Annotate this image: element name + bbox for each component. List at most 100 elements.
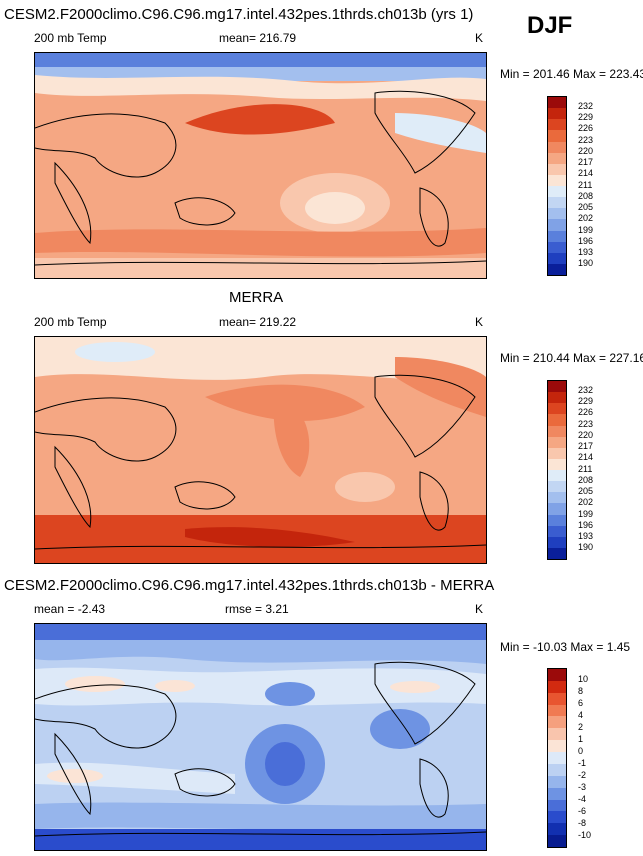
panel2-colorbar-swatch bbox=[548, 492, 566, 504]
panel2-colorbar-swatch bbox=[548, 381, 566, 393]
panel3-colorbar-label: -3 bbox=[578, 782, 587, 792]
panel2-minmax-label: Min = 210.44 Max = 227.16 bbox=[500, 351, 643, 365]
panel1-colorbar-label: 223 bbox=[578, 135, 594, 145]
panel1-colorbar-label: 205 bbox=[578, 202, 594, 212]
panel2-map bbox=[34, 336, 487, 564]
panel1-colorbar-label: 217 bbox=[578, 157, 594, 167]
panel1-colorbar-swatch bbox=[548, 208, 566, 220]
panel3-colorbar-label: -1 bbox=[578, 758, 587, 768]
panel3-colorbar-label: 8 bbox=[578, 686, 584, 696]
panel3-map bbox=[34, 623, 487, 851]
panel2-colorbar-swatch bbox=[548, 436, 566, 448]
panel1-colorbar-swatch bbox=[548, 97, 566, 109]
panel1-colorbar-label: 229 bbox=[578, 112, 594, 122]
panel2-colorbar-label: 199 bbox=[578, 509, 594, 519]
panel1-colorbar-swatch bbox=[548, 241, 566, 253]
panel1-units-label: K bbox=[475, 31, 484, 45]
panel1-colorbar-swatch bbox=[548, 108, 566, 120]
panel3-colorbar-label: -10 bbox=[578, 830, 592, 840]
panel1-colorbar-label: 220 bbox=[578, 146, 594, 156]
panel2-colorbar-swatch bbox=[548, 503, 566, 515]
panel2-colorbar-label: 193 bbox=[578, 531, 594, 541]
panel3-colorbar-swatch bbox=[548, 680, 566, 693]
panel1-colorbar-label: 208 bbox=[578, 191, 594, 201]
season-label: DJF bbox=[527, 12, 573, 39]
panel2-colorbar-swatch bbox=[548, 536, 566, 548]
panel3-colorbar-swatch bbox=[548, 835, 566, 847]
panel3-colorbar-swatch bbox=[548, 669, 566, 681]
panel3-colorbar-label: 4 bbox=[578, 710, 584, 720]
panel2-colorbar-label: 229 bbox=[578, 396, 594, 406]
panel3-colorbar-swatch bbox=[548, 775, 566, 788]
panel1-colorbar-label: 214 bbox=[578, 168, 594, 178]
panel3-colorbar-label: -2 bbox=[578, 770, 587, 780]
panel3-colorbar-swatch bbox=[548, 716, 566, 729]
panel3-colorbar-swatch bbox=[548, 823, 566, 836]
panel1-colorbar-label: 211 bbox=[578, 180, 593, 190]
panel1-variable-label: 200 mb Temp bbox=[34, 31, 107, 45]
panel3-colorbar-swatch bbox=[548, 811, 566, 824]
panel2-colorbar-label: 190 bbox=[578, 542, 594, 552]
panel2-colorbar-swatch bbox=[548, 525, 566, 537]
panel3-colorbar-label: -6 bbox=[578, 806, 587, 816]
panel1-mean-label: mean= 216.79 bbox=[219, 31, 297, 45]
panel2-colorbar-label: 205 bbox=[578, 486, 594, 496]
panel1-colorbar-swatch bbox=[548, 186, 566, 198]
panel2-colorbar-swatch bbox=[548, 392, 566, 404]
panel2-title: MERRA bbox=[229, 289, 284, 306]
panel1-colorbar-swatch bbox=[548, 174, 566, 186]
panel2-colorbar-swatch bbox=[548, 547, 566, 559]
panel1-colorbar-label: 226 bbox=[578, 123, 594, 133]
panel1-title: CESM2.F2000climo.C96.C96.mg17.intel.432p… bbox=[4, 6, 474, 23]
panel3-colorbar-swatch bbox=[548, 704, 566, 717]
panel1-colorbar bbox=[547, 96, 567, 276]
panel2-mean-label: mean= 219.22 bbox=[219, 315, 297, 329]
panel3-colorbar-swatch bbox=[548, 740, 566, 753]
panel3-mean-label: mean = -2.43 bbox=[34, 602, 106, 616]
panel2-colorbar-swatch bbox=[548, 481, 566, 493]
panel3-colorbar-label: -8 bbox=[578, 818, 587, 828]
panel2-map-svg bbox=[35, 337, 486, 563]
panel2-colorbar-label: 211 bbox=[578, 464, 593, 474]
panel1-colorbar-label: 196 bbox=[578, 236, 594, 246]
panel3-minmax-label: Min = -10.03 Max = 1.45 bbox=[500, 640, 631, 654]
panel2-colorbar-swatch bbox=[548, 414, 566, 426]
panel3-colorbar-swatch bbox=[548, 799, 566, 812]
panel1-colorbar-label: 193 bbox=[578, 247, 594, 257]
panel2-colorbar-swatch bbox=[548, 470, 566, 482]
panel3-title: CESM2.F2000climo.C96.C96.mg17.intel.432p… bbox=[4, 577, 495, 594]
panel3-colorbar-label: 0 bbox=[578, 746, 584, 756]
panel2-colorbar-label: 202 bbox=[578, 497, 594, 507]
panel2-colorbar-swatch bbox=[548, 514, 566, 526]
panel1-map bbox=[34, 52, 487, 279]
panel3-colorbar-swatch bbox=[548, 728, 566, 741]
panel2-colorbar-label: 196 bbox=[578, 520, 594, 530]
panel2-colorbar-swatch bbox=[548, 403, 566, 415]
panel2-variable-label: 200 mb Temp bbox=[34, 315, 107, 329]
panel3-colorbar-swatch bbox=[548, 787, 566, 800]
panel3-map-svg bbox=[35, 624, 486, 850]
panel1-colorbar-label: 199 bbox=[578, 225, 594, 235]
panel1-map-svg bbox=[35, 53, 486, 278]
panel3-colorbar-swatch bbox=[548, 692, 566, 705]
panel2-colorbar-label: 226 bbox=[578, 407, 594, 417]
panel1-colorbar-label: 232 bbox=[578, 101, 594, 111]
panel2-colorbar-label: 220 bbox=[578, 430, 594, 440]
panel3-colorbar-label: 2 bbox=[578, 722, 584, 732]
panel2-colorbar-label: 217 bbox=[578, 441, 594, 451]
panel2-colorbar bbox=[547, 380, 567, 560]
panel1-colorbar-swatch bbox=[548, 141, 566, 153]
panel2-colorbar-swatch bbox=[548, 447, 566, 459]
panel1-colorbar-swatch bbox=[548, 230, 566, 242]
panel3-colorbar-label: 10 bbox=[578, 674, 589, 684]
panel2-colorbar-label: 208 bbox=[578, 475, 594, 485]
panel1-minmax-label: Min = 201.46 Max = 223.43 bbox=[500, 67, 643, 81]
panel1-colorbar-swatch bbox=[548, 252, 566, 264]
panel1-colorbar-swatch bbox=[548, 152, 566, 164]
panel1-colorbar-label: 190 bbox=[578, 258, 594, 268]
panel1-colorbar-swatch bbox=[548, 263, 566, 275]
panel2-colorbar-swatch bbox=[548, 425, 566, 437]
panel3-colorbar-label: 1 bbox=[578, 734, 584, 744]
panel3-rmse-label: rmse = 3.21 bbox=[225, 602, 289, 616]
panel2-units-label: K bbox=[475, 315, 484, 329]
